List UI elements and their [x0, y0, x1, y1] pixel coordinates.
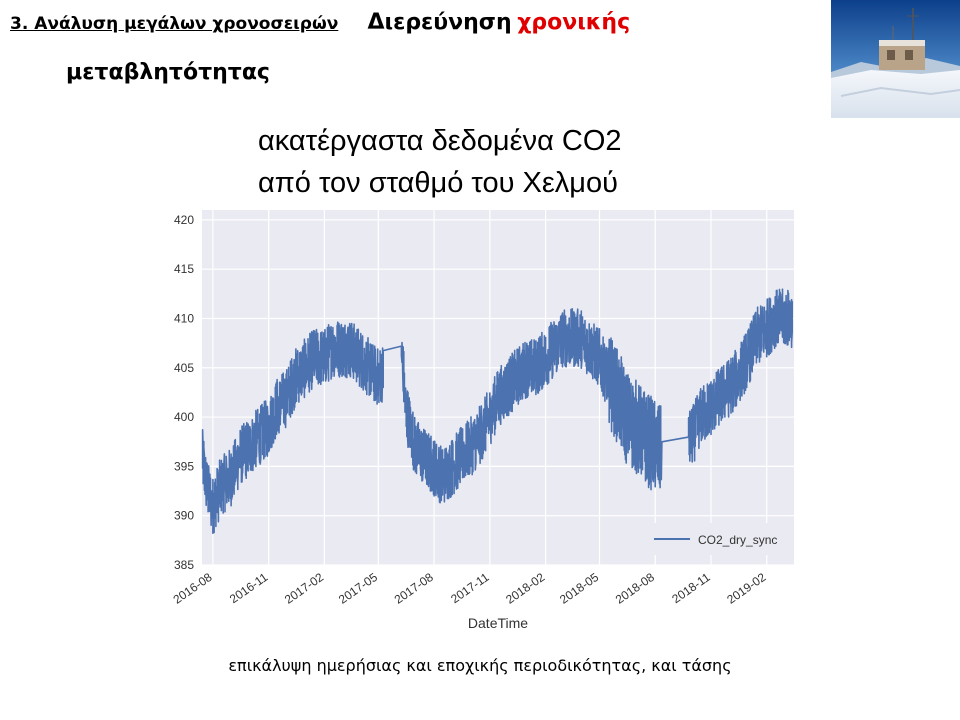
x-tick-label: 2017-05 [336, 570, 380, 607]
x-tick-label: 2016-11 [227, 570, 271, 606]
heading-highlight: χρονικής [517, 10, 631, 35]
chart-title: ακατέργαστα δεδομένα CO2 από τον σταθμό … [258, 120, 778, 204]
legend: CO2_dry_sync [644, 523, 786, 555]
chart-title-line2: από τον σταθμό του Χελμού [258, 167, 618, 199]
y-tick-label: 385 [174, 558, 194, 572]
mountain-station-photo [831, 0, 960, 118]
x-tick-label: 2017-02 [282, 570, 326, 607]
y-tick-label: 420 [174, 213, 194, 227]
y-tick-label: 395 [174, 459, 194, 473]
x-tick-label: 2018-02 [503, 570, 547, 607]
caption: επικάλυψη ημερήσιας και εποχικής περιοδι… [228, 656, 732, 675]
y-tick-label: 410 [174, 311, 194, 325]
x-tick-label: 2018-08 [613, 570, 657, 607]
x-tick-label: 2017-08 [392, 570, 436, 607]
y-tick-label: 400 [174, 410, 194, 424]
x-tick-labels: 2016-08 2016-11 2017-02 2017-05 2017-08 2017-… [171, 570, 769, 607]
x-tick-label: 2017-11 [448, 570, 492, 606]
slide-heading: 3. Ανάλυση μεγάλων χρονοσειρών Διερεύνησ… [10, 10, 630, 35]
x-axis-label: DateTime [468, 615, 528, 631]
x-tick-label: 2019-02 [724, 570, 768, 607]
y-tick-label: 405 [174, 361, 194, 375]
y-tick-label: 390 [174, 509, 194, 523]
x-tick-label: 2018-11 [669, 570, 713, 606]
chart-title-line1: ακατέργαστα δεδομένα CO2 [258, 125, 622, 157]
heading-main: Διερεύνηση [367, 10, 512, 35]
x-tick-label: 2018-05 [557, 570, 601, 607]
y-tick-labels: 385 390 395 400 405 410 415 420 [174, 213, 194, 572]
heading-line2: μεταβλητότητας [66, 60, 270, 85]
legend-label: CO2_dry_sync [698, 533, 777, 547]
x-tick-label: 2016-08 [171, 570, 215, 607]
y-tick-label: 415 [174, 262, 194, 276]
section-label: 3. Ανάλυση μεγάλων χρονοσειρών [10, 14, 339, 34]
y-gridlines [202, 219, 794, 566]
series-line-co2-dry-sync [201, 288, 793, 534]
x-gridlines [212, 210, 768, 565]
station-image-icon [831, 0, 960, 118]
